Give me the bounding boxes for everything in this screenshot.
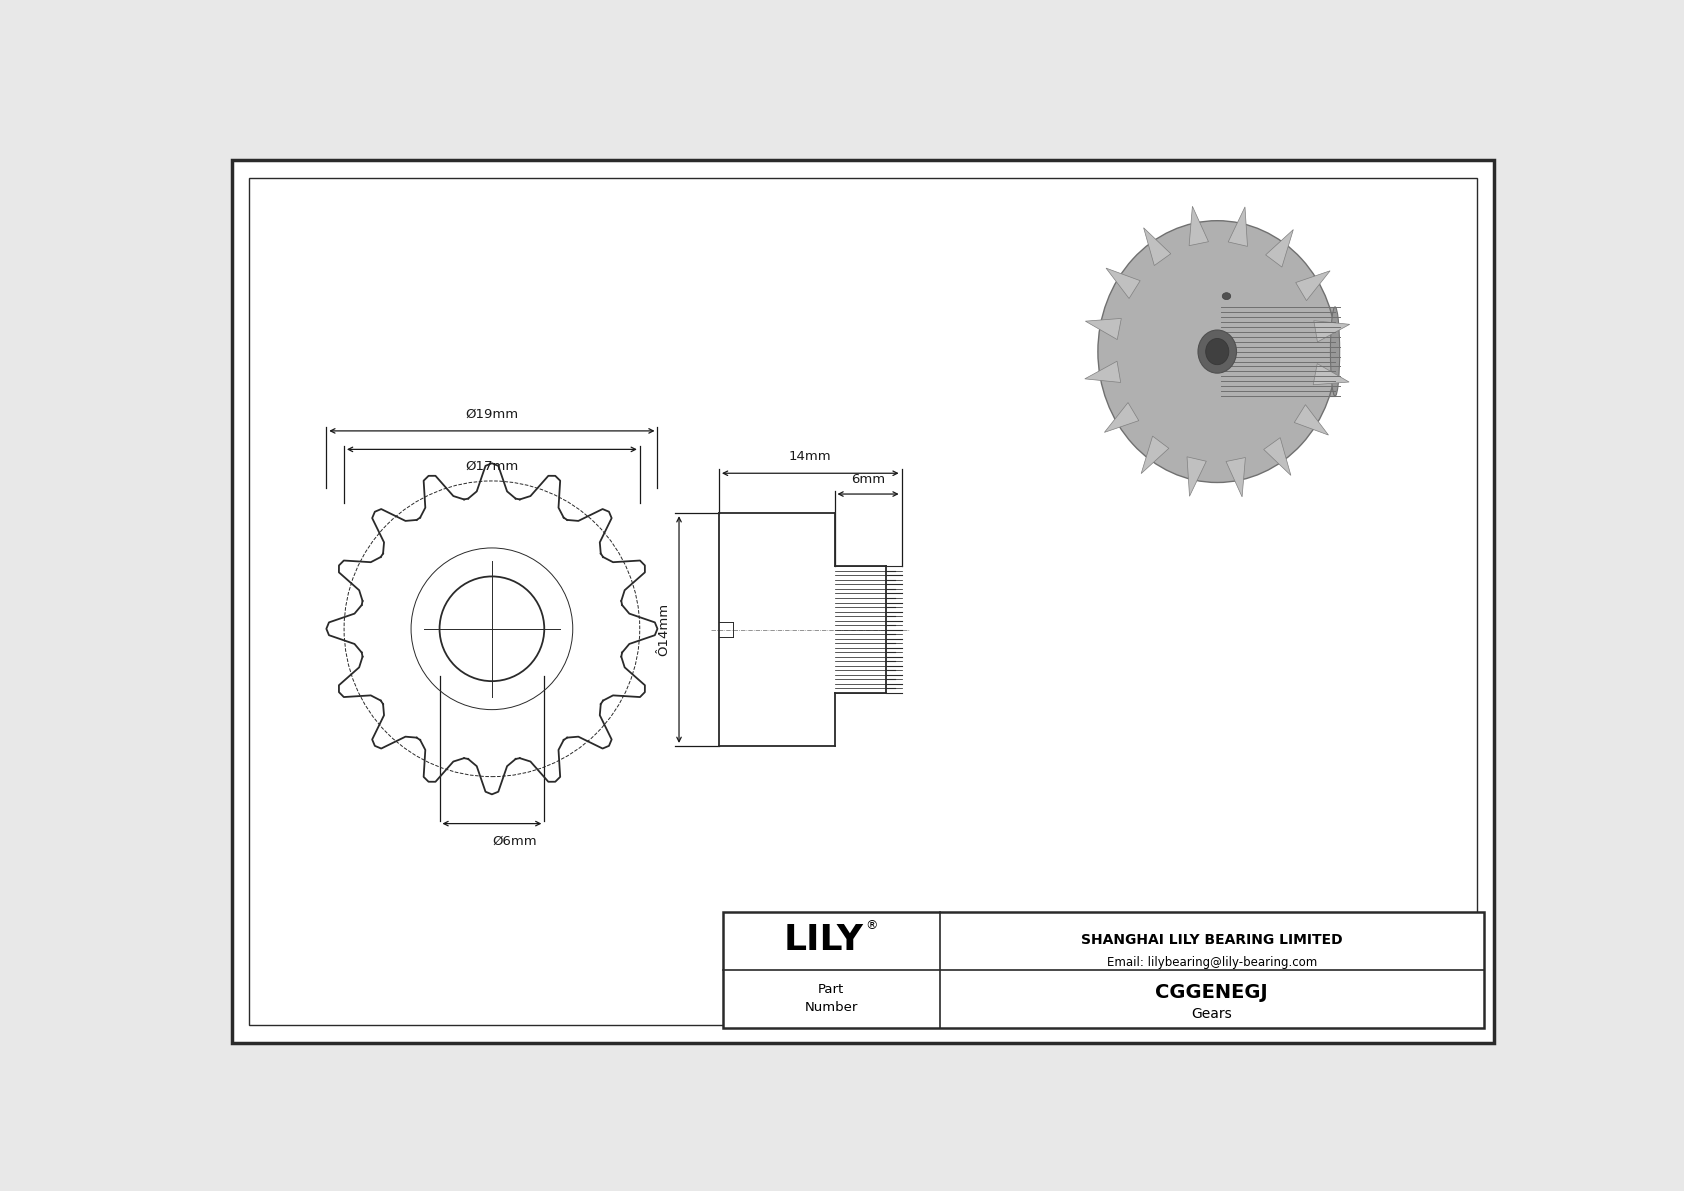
Text: SHANGHAI LILY BEARING LIMITED: SHANGHAI LILY BEARING LIMITED xyxy=(1081,933,1342,947)
Ellipse shape xyxy=(1223,293,1231,300)
Polygon shape xyxy=(1106,268,1140,299)
Ellipse shape xyxy=(1098,220,1337,482)
Polygon shape xyxy=(1187,457,1206,497)
Text: LILY: LILY xyxy=(783,923,864,956)
Text: Ø17mm: Ø17mm xyxy=(465,460,519,473)
Polygon shape xyxy=(1263,437,1292,475)
Polygon shape xyxy=(1295,270,1330,300)
Polygon shape xyxy=(1086,318,1122,339)
Polygon shape xyxy=(1189,206,1209,245)
Ellipse shape xyxy=(1330,307,1340,397)
Text: ®: ® xyxy=(866,919,877,933)
Text: Ø6mm: Ø6mm xyxy=(493,835,537,848)
Polygon shape xyxy=(1105,403,1138,432)
Polygon shape xyxy=(1142,436,1169,474)
Polygon shape xyxy=(1143,227,1170,266)
Polygon shape xyxy=(1228,207,1248,247)
Ellipse shape xyxy=(1206,338,1229,364)
Text: CGGENEGJ: CGGENEGJ xyxy=(1155,984,1268,1003)
Text: Part
Number: Part Number xyxy=(805,984,859,1015)
Polygon shape xyxy=(1266,230,1293,267)
Text: Gears: Gears xyxy=(1191,1006,1233,1021)
Polygon shape xyxy=(1084,361,1120,382)
Ellipse shape xyxy=(1197,330,1236,373)
Polygon shape xyxy=(1314,363,1349,385)
Polygon shape xyxy=(1295,405,1329,435)
Polygon shape xyxy=(1226,457,1246,497)
Bar xyxy=(1221,307,1335,397)
Text: Email: lilybearing@lily-bearing.com: Email: lilybearing@lily-bearing.com xyxy=(1106,956,1317,969)
Text: 14mm: 14mm xyxy=(790,450,832,463)
Text: 6mm: 6mm xyxy=(850,473,886,486)
Bar xyxy=(722,912,1484,1028)
Text: Ø19mm: Ø19mm xyxy=(465,407,519,420)
Text: Ô14mm: Ô14mm xyxy=(657,603,670,656)
Polygon shape xyxy=(1314,320,1349,342)
